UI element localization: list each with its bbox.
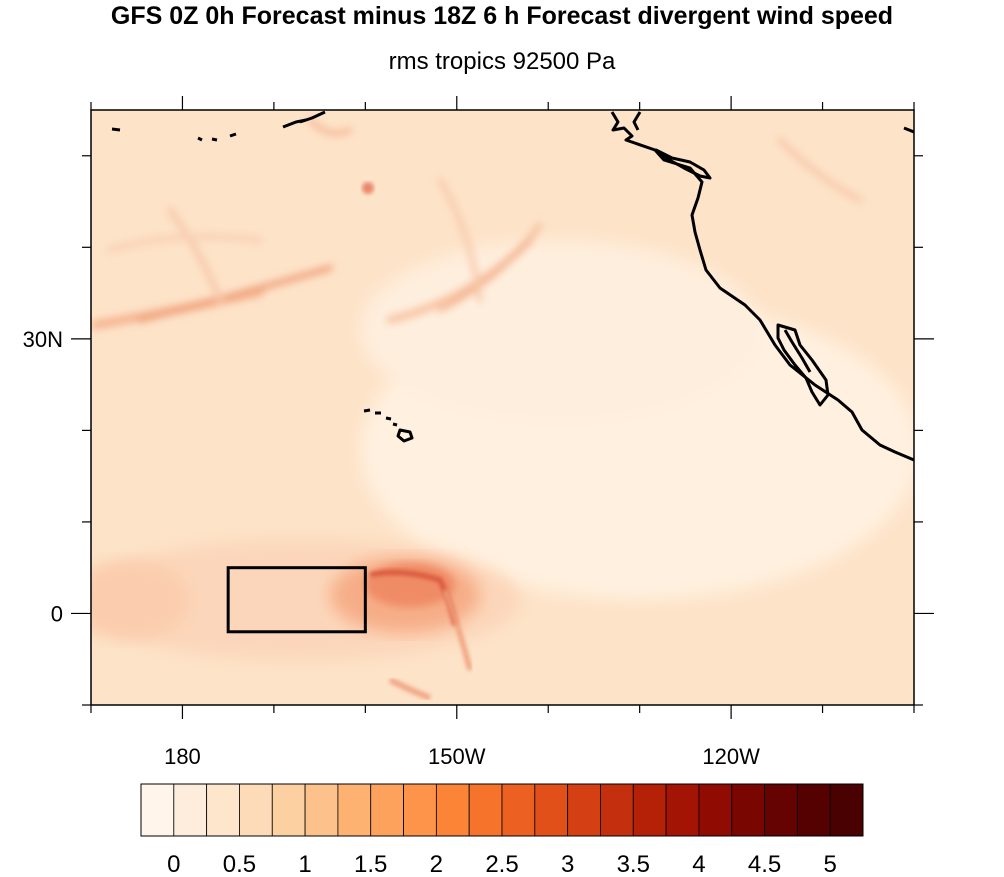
island-coastline — [211, 137, 218, 142]
field-low-region — [360, 240, 760, 420]
axis-ticks — [71, 96, 934, 719]
colorbar-swatch — [665, 783, 700, 837]
colorbar-swatch — [764, 783, 798, 837]
colorbar — [140, 783, 864, 837]
colorbar-swatch — [731, 783, 765, 837]
north-america-coastline — [610, 111, 914, 462]
island-coastline — [111, 127, 121, 132]
x-axis-labels: 180 150W 120W — [164, 744, 760, 769]
y-axis-labels: 30N 0 — [23, 327, 63, 627]
colorbar-swatch — [403, 783, 437, 837]
colorbar-label: 2 — [430, 851, 443, 877]
colorbar-label: 4 — [692, 851, 705, 877]
field-streak — [167, 207, 223, 303]
figure-subtitle: rms tropics 92500 Pa — [388, 48, 616, 75]
field-streak — [137, 265, 333, 323]
island-coastline — [299, 110, 326, 124]
field-streak — [442, 589, 473, 671]
colorbar-swatch — [600, 783, 634, 837]
colorbar-label: 0 — [167, 851, 180, 877]
colorbar-label: 1.5 — [354, 851, 387, 877]
island-coastline — [654, 148, 712, 180]
y-tick-label: 0 — [51, 601, 63, 626]
field-streak — [307, 117, 353, 136]
gulf-coastline — [783, 329, 812, 373]
map-frame — [90, 109, 915, 706]
colorbar-swatch — [271, 783, 306, 837]
hawaii-island — [385, 416, 392, 421]
colorbar-label: 0.5 — [223, 851, 256, 877]
x-tick-label: 120W — [702, 744, 760, 769]
colorbar-swatch — [173, 783, 208, 837]
x-tick-label: 150W — [428, 744, 486, 769]
colorbar-label: 1 — [298, 851, 311, 877]
colorbar-label: 4.5 — [748, 851, 781, 877]
field-streak — [388, 677, 432, 701]
field-hotspot — [362, 182, 374, 194]
colorbar-swatch — [567, 783, 601, 837]
colorbar-swatch — [829, 783, 864, 837]
field-streak — [438, 223, 542, 312]
field-tropical-band — [91, 560, 190, 640]
colorbar-swatch — [698, 783, 733, 837]
colorbar-swatch — [534, 783, 569, 837]
hawaii-big-island — [396, 428, 414, 443]
island-coastline — [903, 126, 914, 134]
colorbar-label: 3.5 — [617, 851, 650, 877]
coastline-inlet — [632, 111, 642, 131]
colorbar-swatch — [140, 783, 175, 837]
field-streak — [777, 137, 863, 203]
field-streak — [437, 177, 483, 303]
island-coastline — [229, 132, 237, 138]
colorbar-label: 5 — [824, 851, 837, 877]
colorbar-swatch — [435, 783, 470, 837]
colorbar-swatch — [206, 783, 240, 837]
colorbar-swatch — [632, 783, 667, 837]
y-tick-label: 30N — [23, 327, 63, 352]
hawaii-island — [392, 422, 398, 427]
field-streak — [106, 233, 264, 254]
colorbar-label: 3 — [561, 851, 574, 877]
colorbar-swatch — [337, 783, 372, 837]
colorbar-swatch — [501, 783, 536, 837]
colorbar-swatch — [468, 783, 503, 837]
hawaii-island — [363, 408, 371, 413]
x-tick-label: 180 — [164, 744, 201, 769]
colorbar-swatch — [370, 783, 404, 837]
figure-title: GFS 0Z 0h Forecast minus 18Z 6 h Forecas… — [110, 2, 894, 30]
coastlines — [111, 110, 914, 462]
highlight-box — [226, 566, 367, 634]
colorbar-swatch — [796, 783, 831, 837]
island-coastline — [197, 136, 203, 142]
colorbar-swatch — [304, 783, 339, 837]
colorbar-labels: 0 0.5 1 1.5 2 2.5 3 3.5 4 4.5 5 — [167, 851, 837, 877]
colorbar-swatch — [239, 783, 273, 837]
colorbar-outline — [140, 783, 864, 837]
map-field — [91, 110, 914, 705]
baja-california-coastline — [776, 323, 830, 407]
colorbar-label: 2.5 — [485, 851, 518, 877]
